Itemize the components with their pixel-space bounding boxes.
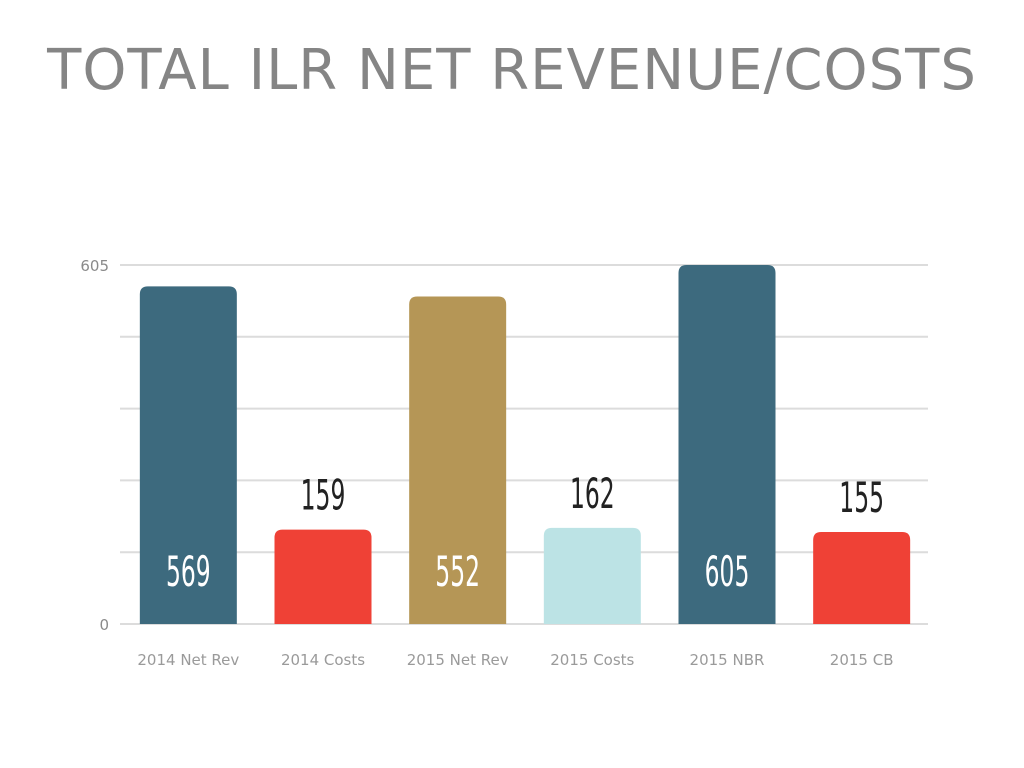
x-tick-label: 2014 Costs [281, 651, 365, 669]
data-label: 569 [166, 549, 211, 597]
y-tick-label: 0 [99, 616, 109, 634]
x-tick-label: 2015 Net Rev [407, 651, 509, 669]
y-tick-label: 605 [80, 257, 109, 275]
x-tick-label: 2014 Net Rev [137, 651, 239, 669]
gridlines [120, 264, 928, 625]
x-tick-label: 2015 NBR [690, 651, 765, 669]
x-axis-ticks: 2014 Net Rev 2014 Costs 2015 Net Rev 2015 C… [137, 651, 893, 669]
y-axis-ticks: 0 605 [80, 257, 109, 634]
bar-2014-costs [274, 529, 372, 624]
bar-2014-net-rev [139, 286, 237, 624]
data-labels: 569 159 552 162 605 155 [166, 471, 884, 597]
bar-2015-net-rev [409, 296, 507, 624]
x-tick-label: 2015 Costs [550, 651, 634, 669]
bar-2015-cb [813, 532, 911, 624]
bar-2015-nbr [678, 265, 776, 624]
data-label: 159 [301, 472, 346, 520]
x-tick-label: 2015 CB [830, 651, 894, 669]
data-label: 162 [570, 471, 615, 519]
data-label: 552 [435, 549, 480, 597]
data-label: 605 [705, 549, 750, 597]
bars [139, 265, 911, 624]
chart-title: TOTAL ILR NET REVENUE/COSTS [47, 38, 977, 103]
bar-2015-costs [543, 527, 641, 624]
data-label: 155 [839, 475, 884, 523]
